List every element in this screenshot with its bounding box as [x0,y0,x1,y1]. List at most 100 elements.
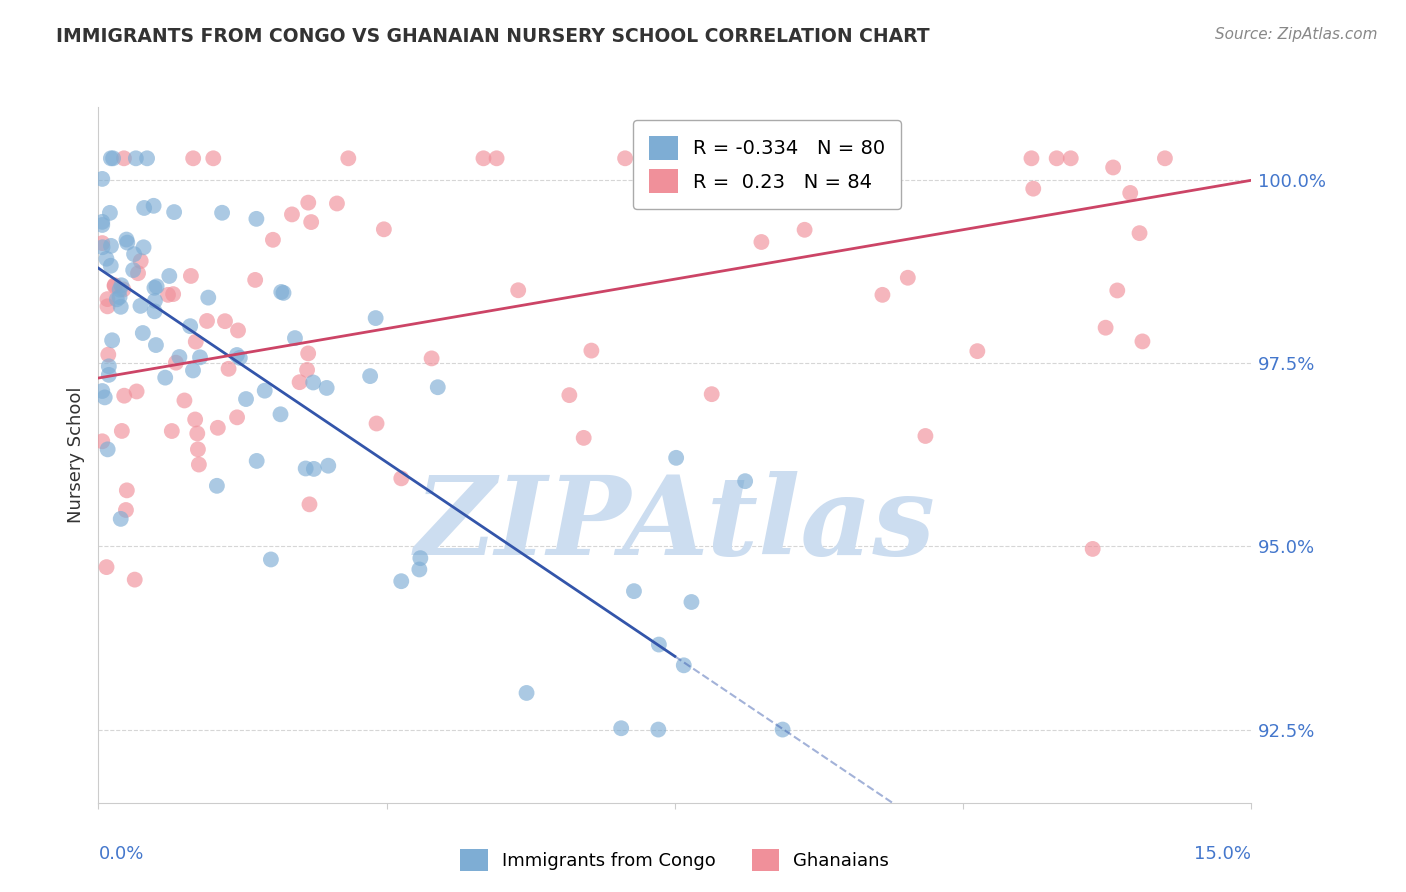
Point [97,348,120,362]
Point [260,552,283,566]
Point [142,199,165,213]
Legend: Immigrants from Congo, Ghanaians: Immigrants from Congo, Ghanaians [453,842,897,879]
Point [243,273,266,287]
Point [298,497,321,511]
Point [173,393,195,408]
Point [572,431,595,445]
Point [91,240,114,254]
Point [281,207,304,221]
Point [373,222,395,236]
Point [297,195,319,210]
Point [245,211,267,226]
Point [872,288,894,302]
Point [91,215,114,229]
Point [108,283,131,297]
Point [508,283,530,297]
Point [581,343,603,358]
Point [110,278,132,293]
Point [647,723,669,737]
Point [218,361,240,376]
Point [188,351,211,365]
Point [124,573,146,587]
Point [1128,226,1150,240]
Point [226,410,249,425]
Point [366,417,388,431]
Point [96,252,118,266]
Point [143,281,166,295]
Point [108,290,131,304]
Point [270,285,292,299]
Point [485,151,508,165]
Point [1132,334,1154,349]
Point [685,153,707,167]
Text: 15.0%: 15.0% [1194,845,1251,863]
Point [681,595,703,609]
Point [104,278,127,293]
Point [132,326,155,340]
Point [115,503,138,517]
Legend: R = -0.334   N = 80, R =  0.23   N = 84: R = -0.334 N = 80, R = 0.23 N = 84 [633,120,901,209]
Point [110,512,132,526]
Point [179,319,201,334]
Point [187,442,209,457]
Point [129,254,152,268]
Point [302,462,325,476]
Point [105,293,128,307]
Point [793,223,815,237]
Point [186,426,208,441]
Point [1046,151,1069,165]
Point [195,314,218,328]
Point [288,375,311,389]
Point [117,235,139,250]
Point [143,293,166,308]
Text: IMMIGRANTS FROM CONGO VS GHANAIAN NURSERY SCHOOL CORRELATION CHART: IMMIGRANTS FROM CONGO VS GHANAIAN NURSER… [56,27,929,45]
Point [316,458,339,473]
Point [205,479,228,493]
Point [97,368,120,382]
Point [91,384,114,398]
Point [97,359,120,374]
Point [91,236,114,251]
Point [253,384,276,398]
Point [270,407,292,421]
Point [181,363,204,377]
Point [558,388,581,402]
Point [160,424,183,438]
Point [184,412,207,426]
Point [132,240,155,254]
Point [101,333,124,347]
Point [163,205,186,219]
Point [614,151,637,165]
Point [1107,284,1129,298]
Point [101,151,124,165]
Point [122,247,145,261]
Point [187,458,209,472]
Point [610,721,633,735]
Point [225,348,247,362]
Point [246,454,269,468]
Point [1102,161,1125,175]
Point [207,421,229,435]
Point [181,151,204,165]
Point [125,384,148,399]
Point [420,351,443,366]
Point [96,560,118,574]
Point [1154,151,1177,165]
Point [737,194,759,208]
Point [426,380,449,394]
Point [1119,186,1142,200]
Point [823,181,845,195]
Point [389,574,412,589]
Point [180,268,202,283]
Point [751,235,773,249]
Point [129,299,152,313]
Point [136,151,159,165]
Point [623,584,645,599]
Text: ZIPAtlas: ZIPAtlas [415,471,935,578]
Point [184,334,207,349]
Point [96,299,118,313]
Point [112,151,135,165]
Point [299,215,322,229]
Point [226,323,249,337]
Point [197,291,219,305]
